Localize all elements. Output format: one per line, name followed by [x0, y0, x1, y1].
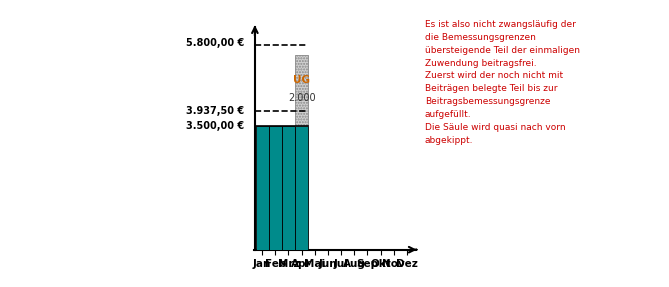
Bar: [295, 55, 308, 126]
Text: 5.800,00 €: 5.800,00 €: [186, 38, 244, 48]
Text: UG: UG: [293, 75, 310, 85]
Text: Es ist also nicht zwangsläufig der
die Bemessungsgrenzen
übersteigende Teil der : Es ist also nicht zwangsläufig der die B…: [425, 20, 580, 145]
Bar: [295, 126, 308, 250]
Text: 3.937,50 €: 3.937,50 €: [186, 106, 244, 116]
Bar: [256, 126, 268, 250]
Text: 2.000: 2.000: [288, 93, 315, 103]
Bar: [282, 126, 295, 250]
Text: 3.500,00 €: 3.500,00 €: [186, 121, 244, 131]
Bar: [269, 126, 282, 250]
